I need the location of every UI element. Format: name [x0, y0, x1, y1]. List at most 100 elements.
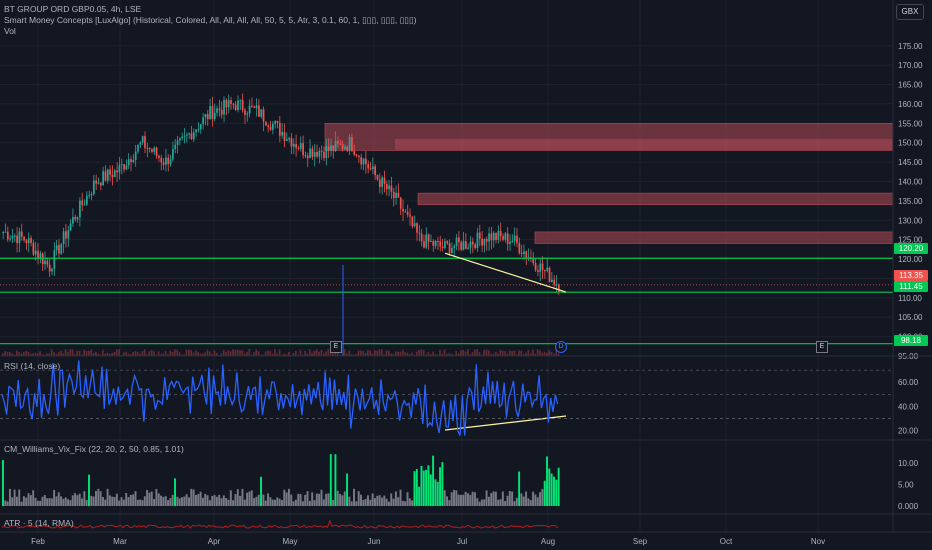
- volume-bar: [350, 354, 353, 356]
- candle-body: [453, 246, 456, 248]
- volume-bar: [287, 351, 290, 356]
- vix-bar: [367, 495, 369, 506]
- earnings-marker-2[interactable]: E: [816, 341, 828, 353]
- rsi-legend[interactable]: RSI (14, close): [4, 361, 61, 371]
- candle-body: [190, 133, 193, 140]
- volume-bar: [387, 350, 390, 356]
- vix-bar: [229, 490, 232, 506]
- vix-bar: [46, 498, 49, 506]
- vix-bar: [4, 500, 7, 506]
- candle-body: [76, 217, 79, 220]
- candle-body: [288, 138, 290, 140]
- volume-bar: [555, 349, 558, 356]
- volume-bar: [313, 350, 316, 356]
- vix-bar: [257, 494, 260, 506]
- volume-bar: [513, 350, 516, 356]
- vix-bar: [392, 498, 395, 506]
- dividend-marker[interactable]: D: [555, 341, 567, 353]
- volume-bar: [406, 352, 409, 356]
- volume-bar: [46, 353, 48, 356]
- candle-body: [118, 165, 121, 173]
- price-axis-label: 170.00: [898, 61, 923, 70]
- candle-body: [458, 237, 460, 243]
- volume-legend[interactable]: Vol: [4, 26, 16, 36]
- volume-bar: [397, 351, 399, 356]
- vix-bar: [269, 497, 272, 506]
- candle-body: [420, 233, 423, 242]
- symbol-legend[interactable]: BT GROUP ORD GBP0.05, 4h, LSE: [4, 4, 142, 14]
- volume-bar: [13, 354, 16, 356]
- volume-bar: [362, 350, 365, 356]
- vix-bar: [206, 495, 209, 506]
- candle-body: [511, 240, 514, 242]
- candle-body: [58, 245, 60, 254]
- vix-bar: [22, 496, 25, 506]
- vix-bar: [313, 500, 316, 506]
- candle-body: [478, 232, 481, 239]
- vix-bar: [188, 497, 190, 506]
- volume-bar: [125, 351, 127, 356]
- price-axis-label: 105.00: [898, 313, 923, 322]
- candle-body: [116, 170, 118, 173]
- candle-body: [513, 235, 516, 241]
- supply-zone: [417, 192, 894, 206]
- vix-bar: [71, 495, 74, 506]
- vix-bar: [487, 496, 490, 506]
- candle-body: [79, 200, 81, 218]
- candle-body: [427, 234, 430, 242]
- vix-bar: [136, 499, 139, 506]
- candle-body: [241, 99, 244, 111]
- candle-body: [120, 164, 123, 166]
- candle-body: [51, 268, 53, 272]
- candle-body: [141, 136, 144, 143]
- vix-bar: [143, 496, 146, 506]
- volume-bar: [369, 350, 372, 356]
- candle-body: [153, 147, 156, 152]
- candle-body: [255, 105, 258, 108]
- vix-bar: [525, 491, 528, 506]
- volume-bar: [106, 352, 109, 356]
- atr-legend[interactable]: ATR · 5 (14, RMA): [4, 518, 74, 528]
- volume-bar: [455, 350, 458, 356]
- volume-bar: [341, 354, 344, 356]
- candle-body: [399, 197, 402, 209]
- vix-bar: [146, 489, 149, 506]
- candle-body: [262, 109, 265, 122]
- vix-bar: [501, 491, 504, 506]
- vix-bar: [511, 491, 514, 506]
- candle-body: [206, 114, 209, 120]
- volume-bar: [215, 352, 218, 356]
- volume-bar: [190, 350, 193, 356]
- volume-bar: [62, 353, 65, 356]
- candle-body: [437, 241, 439, 243]
- vix-bar: [380, 497, 383, 506]
- smc-indicator-legend[interactable]: Smart Money Concepts [LuxAlgo] (Historic…: [4, 15, 417, 25]
- volume-bar: [92, 352, 95, 356]
- volume-bar: [418, 350, 420, 356]
- candle-body: [258, 105, 260, 117]
- vix-bar: [88, 474, 90, 506]
- volume-bar: [274, 349, 276, 356]
- candle-body: [541, 263, 544, 271]
- supply-zone: [395, 138, 893, 151]
- vix-bar: [243, 499, 246, 506]
- volume-bar: [325, 351, 327, 356]
- candle-body: [388, 185, 390, 190]
- volume-bar: [85, 350, 88, 356]
- candle-body: [209, 106, 211, 120]
- volume-bar: [453, 354, 455, 356]
- earnings-marker-1[interactable]: E: [330, 341, 342, 353]
- vix-bar: [99, 491, 102, 506]
- volume-bar: [271, 353, 274, 356]
- vix-bar: [355, 501, 358, 506]
- vix-fix-legend[interactable]: CM_Williams_Vix_Fix (22, 20, 2, 50, 0.85…: [4, 444, 184, 454]
- volume-bar: [276, 353, 279, 356]
- currency-button[interactable]: GBX: [896, 4, 924, 20]
- volume-bar: [127, 353, 130, 356]
- time-axis-label: Apr: [208, 537, 221, 546]
- volume-bar: [155, 354, 158, 356]
- candle-body: [376, 175, 379, 180]
- volume-bar: [480, 354, 483, 356]
- volume-bar: [60, 350, 62, 356]
